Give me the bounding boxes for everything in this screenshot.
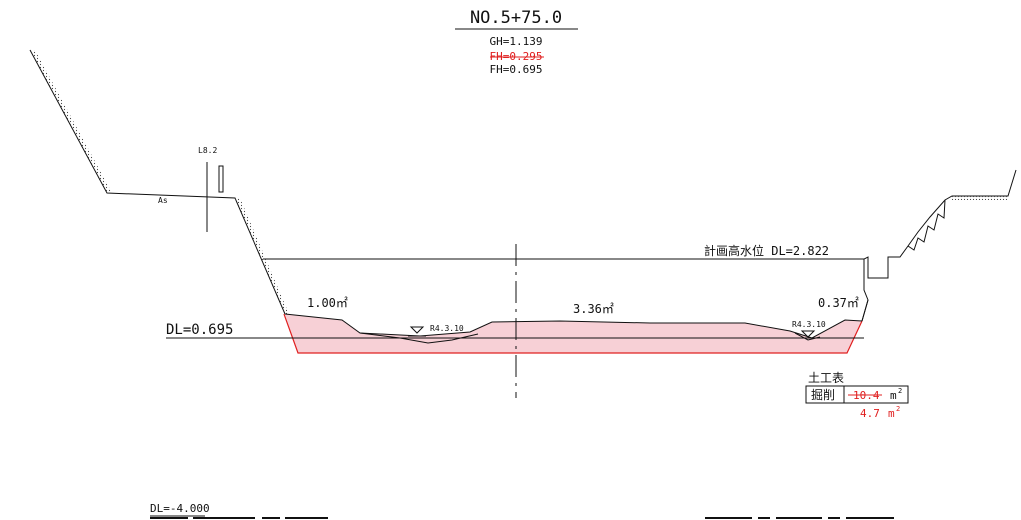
plan-high-water-label: 計画高水位 DL=2.822 <box>704 243 829 258</box>
new-excavation-value: 4.7 <box>860 407 880 420</box>
right-wall <box>861 299 869 322</box>
design-datum-label: DL=0.695 <box>166 322 233 338</box>
survey-mark-right-label: R4.3.10 <box>792 320 826 329</box>
water-mark-left-icon <box>409 326 425 334</box>
right-bank-hatch <box>952 196 1008 200</box>
survey-mark-left-label: R4.3.10 <box>430 324 464 333</box>
excavation-outline <box>283 313 863 354</box>
formation-height-label: FH=0.695 <box>490 63 543 76</box>
excavation-row-label: 掘削 <box>811 387 835 402</box>
left-curb <box>218 165 224 193</box>
area-center-label: 3.36㎡ <box>573 302 614 316</box>
old-value-unit: m <box>890 389 897 402</box>
earthwork-table-frame <box>805 385 909 404</box>
new-value-unit: m <box>888 407 895 420</box>
station-title: NO.5+75.0 <box>470 8 562 28</box>
left-level-label: L8.2 <box>198 146 217 155</box>
ground-height-label: GH=1.139 <box>490 35 543 48</box>
left-bank-ground <box>29 49 286 315</box>
pavement-label: As <box>158 196 168 205</box>
old-value-unit-exp: 2 <box>898 387 902 395</box>
left-slope-hatch <box>30 50 112 193</box>
right-revetment <box>861 169 1017 322</box>
area-right-label: 0.37㎡ <box>818 296 859 310</box>
bottom-datum-label: DL=-4.000 <box>150 502 210 515</box>
left-bank-hatch <box>235 198 289 314</box>
area-left-label: 1.00㎡ <box>307 296 348 310</box>
earthwork-table-title: 土工表 <box>808 371 844 385</box>
water-mark-right-icon <box>800 330 816 338</box>
right-slope-blocks <box>907 199 946 251</box>
new-value-unit-exp: 2 <box>896 405 900 413</box>
